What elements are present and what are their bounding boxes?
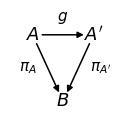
- Text: $\pi_A$: $\pi_A$: [19, 60, 36, 76]
- Text: $A'$: $A'$: [84, 25, 103, 44]
- Text: $g$: $g$: [57, 10, 69, 26]
- Text: $A$: $A$: [25, 26, 40, 44]
- Text: $\pi_{A'}$: $\pi_{A'}$: [90, 60, 111, 76]
- Text: $B$: $B$: [56, 92, 70, 110]
